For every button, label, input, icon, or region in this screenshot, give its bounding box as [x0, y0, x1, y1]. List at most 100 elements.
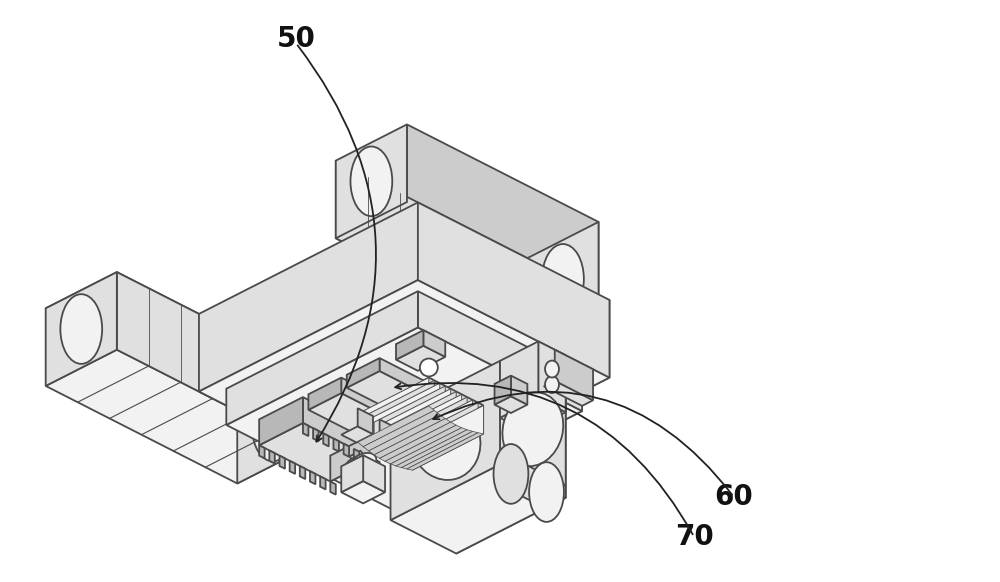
Polygon shape [396, 397, 467, 466]
Polygon shape [290, 461, 295, 474]
Polygon shape [369, 414, 445, 455]
Polygon shape [500, 342, 538, 418]
Polygon shape [358, 408, 373, 434]
Ellipse shape [502, 392, 563, 466]
Ellipse shape [542, 244, 584, 314]
Polygon shape [495, 396, 527, 413]
Polygon shape [391, 464, 566, 553]
Polygon shape [385, 392, 456, 462]
Text: 60: 60 [715, 482, 753, 510]
Polygon shape [401, 400, 473, 467]
Text: 50: 50 [277, 25, 315, 53]
Polygon shape [407, 125, 599, 300]
Polygon shape [391, 361, 500, 520]
Polygon shape [46, 350, 308, 484]
Polygon shape [308, 393, 412, 446]
Polygon shape [46, 272, 117, 386]
Polygon shape [320, 476, 326, 489]
Polygon shape [423, 330, 445, 357]
Ellipse shape [350, 453, 376, 473]
Ellipse shape [344, 456, 371, 476]
Polygon shape [391, 428, 467, 466]
Polygon shape [336, 161, 527, 336]
Polygon shape [313, 428, 319, 441]
Polygon shape [380, 358, 451, 407]
Polygon shape [259, 397, 303, 445]
Polygon shape [374, 459, 380, 473]
Text: 70: 70 [675, 523, 713, 551]
Polygon shape [412, 406, 484, 470]
Polygon shape [336, 202, 599, 336]
Polygon shape [396, 346, 445, 371]
Polygon shape [495, 375, 511, 404]
Ellipse shape [60, 294, 102, 364]
Polygon shape [259, 445, 265, 459]
Ellipse shape [494, 444, 528, 504]
Polygon shape [374, 418, 451, 459]
Polygon shape [347, 371, 451, 424]
Polygon shape [396, 430, 473, 467]
Polygon shape [330, 481, 336, 495]
Polygon shape [303, 423, 308, 436]
Polygon shape [358, 378, 484, 442]
Polygon shape [380, 420, 395, 445]
Polygon shape [358, 406, 434, 446]
Ellipse shape [350, 147, 392, 216]
Polygon shape [385, 449, 417, 465]
Polygon shape [495, 466, 566, 502]
Polygon shape [341, 481, 385, 503]
Polygon shape [544, 381, 593, 406]
Polygon shape [344, 443, 349, 457]
Ellipse shape [545, 361, 559, 378]
Polygon shape [349, 451, 377, 475]
Polygon shape [199, 203, 418, 392]
Polygon shape [117, 272, 308, 447]
Polygon shape [500, 361, 566, 498]
Polygon shape [391, 300, 609, 489]
Polygon shape [418, 203, 609, 378]
Polygon shape [380, 389, 451, 459]
Polygon shape [199, 314, 391, 489]
Polygon shape [401, 431, 478, 469]
Polygon shape [354, 449, 359, 462]
Polygon shape [237, 370, 308, 484]
Polygon shape [369, 383, 440, 451]
Ellipse shape [545, 376, 559, 393]
Polygon shape [391, 375, 582, 509]
Polygon shape [330, 434, 374, 481]
Polygon shape [226, 328, 582, 509]
Polygon shape [46, 272, 308, 406]
Polygon shape [407, 403, 478, 469]
Polygon shape [310, 471, 315, 484]
Ellipse shape [410, 401, 480, 480]
Polygon shape [358, 378, 429, 442]
Polygon shape [341, 427, 373, 442]
Polygon shape [279, 456, 285, 469]
Polygon shape [396, 330, 423, 360]
Polygon shape [341, 378, 412, 430]
Polygon shape [374, 386, 445, 455]
Polygon shape [336, 125, 407, 238]
Polygon shape [341, 455, 363, 492]
Polygon shape [226, 291, 418, 425]
Polygon shape [259, 423, 374, 481]
Ellipse shape [529, 462, 564, 522]
Polygon shape [407, 433, 484, 470]
Polygon shape [333, 438, 339, 452]
Polygon shape [199, 280, 609, 489]
Polygon shape [555, 350, 593, 400]
Polygon shape [363, 455, 385, 492]
Ellipse shape [420, 359, 438, 377]
Polygon shape [363, 410, 440, 451]
Polygon shape [380, 422, 456, 462]
Polygon shape [364, 454, 369, 467]
Polygon shape [363, 438, 395, 453]
Polygon shape [527, 222, 599, 336]
Polygon shape [300, 466, 305, 479]
Ellipse shape [252, 392, 294, 462]
Polygon shape [269, 450, 275, 464]
Polygon shape [511, 375, 527, 404]
Polygon shape [308, 378, 341, 410]
Polygon shape [363, 381, 434, 446]
Polygon shape [538, 342, 566, 412]
